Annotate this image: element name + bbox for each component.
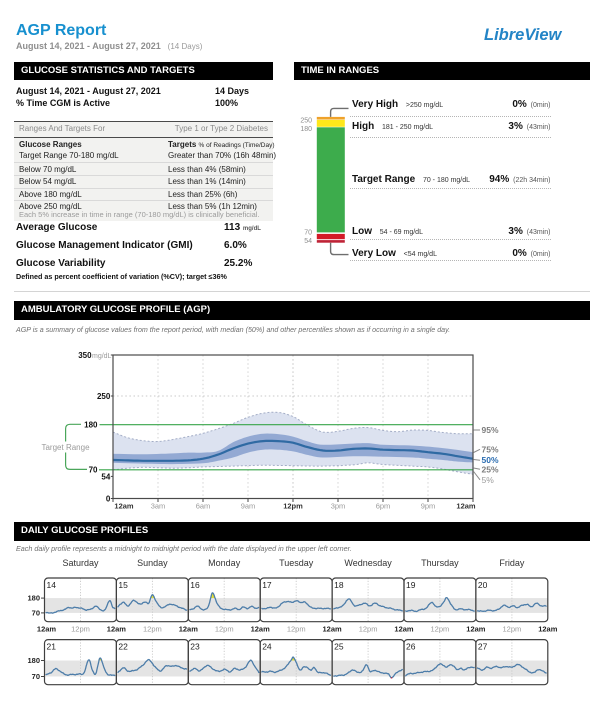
svg-text:12pm: 12pm [431, 625, 450, 634]
svg-text:12am: 12am [251, 625, 271, 634]
svg-text:180: 180 [27, 656, 40, 665]
svg-text:6pm: 6pm [376, 502, 391, 511]
svg-text:12am: 12am [456, 502, 476, 511]
svg-text:22: 22 [118, 642, 128, 652]
svg-text:12am: 12am [114, 502, 134, 511]
svg-text:Sunday: Sunday [137, 558, 168, 568]
svg-text:25: 25 [334, 642, 344, 652]
svg-text:21: 21 [47, 642, 57, 652]
svg-text:9am: 9am [241, 502, 256, 511]
svg-text:mg/dL: mg/dL [92, 353, 112, 360]
svg-text:14: 14 [47, 580, 57, 590]
svg-text:27: 27 [478, 642, 488, 652]
svg-text:12am: 12am [466, 625, 486, 634]
svg-text:95%: 95% [482, 425, 499, 435]
svg-text:350: 350 [78, 351, 92, 360]
svg-text:12am: 12am [323, 625, 343, 634]
svg-text:12pm: 12pm [71, 625, 90, 634]
svg-text:12pm: 12pm [503, 625, 522, 634]
svg-text:26: 26 [406, 642, 416, 652]
svg-text:5%: 5% [482, 475, 495, 485]
svg-text:180: 180 [27, 594, 40, 603]
svg-text:54: 54 [101, 472, 110, 481]
svg-text:12am: 12am [37, 625, 57, 634]
svg-text:20: 20 [478, 580, 488, 590]
svg-text:50%: 50% [482, 455, 499, 465]
svg-text:Thursday: Thursday [421, 558, 459, 568]
svg-text:12am: 12am [107, 625, 127, 634]
svg-text:15: 15 [118, 580, 128, 590]
svg-text:3am: 3am [151, 502, 166, 511]
svg-text:Wednesday: Wednesday [344, 558, 392, 568]
svg-text:12pm: 12pm [215, 625, 234, 634]
svg-text:12pm: 12pm [283, 502, 303, 511]
svg-text:180: 180 [300, 126, 312, 133]
svg-text:250: 250 [300, 118, 312, 125]
svg-text:70: 70 [32, 672, 40, 681]
svg-text:Friday: Friday [499, 558, 525, 568]
svg-text:12pm: 12pm [143, 625, 162, 634]
svg-text:6am: 6am [196, 502, 211, 511]
svg-text:25%: 25% [482, 464, 499, 474]
svg-text:54: 54 [304, 238, 312, 245]
svg-text:23: 23 [190, 642, 200, 652]
svg-text:12am: 12am [394, 625, 414, 634]
svg-text:Saturday: Saturday [62, 558, 99, 568]
svg-text:16: 16 [190, 580, 200, 590]
svg-text:70: 70 [304, 230, 312, 237]
svg-text:250: 250 [97, 392, 111, 401]
svg-text:70: 70 [32, 608, 40, 617]
svg-text:19: 19 [406, 580, 416, 590]
svg-text:12am: 12am [179, 625, 199, 634]
svg-text:17: 17 [262, 580, 272, 590]
svg-text:12pm: 12pm [287, 625, 306, 634]
svg-text:Target Range: Target Range [41, 443, 90, 452]
svg-text:9pm: 9pm [421, 502, 436, 511]
svg-text:24: 24 [262, 642, 272, 652]
svg-text:70: 70 [89, 466, 98, 475]
svg-text:Monday: Monday [208, 558, 241, 568]
svg-text:12pm: 12pm [359, 625, 378, 634]
svg-text:18: 18 [334, 580, 344, 590]
svg-text:180: 180 [84, 421, 98, 430]
svg-text:3pm: 3pm [331, 502, 346, 511]
svg-text:Tuesday: Tuesday [279, 558, 314, 568]
svg-text:0: 0 [106, 494, 111, 503]
svg-text:12am: 12am [538, 625, 558, 634]
svg-text:75%: 75% [482, 444, 499, 454]
